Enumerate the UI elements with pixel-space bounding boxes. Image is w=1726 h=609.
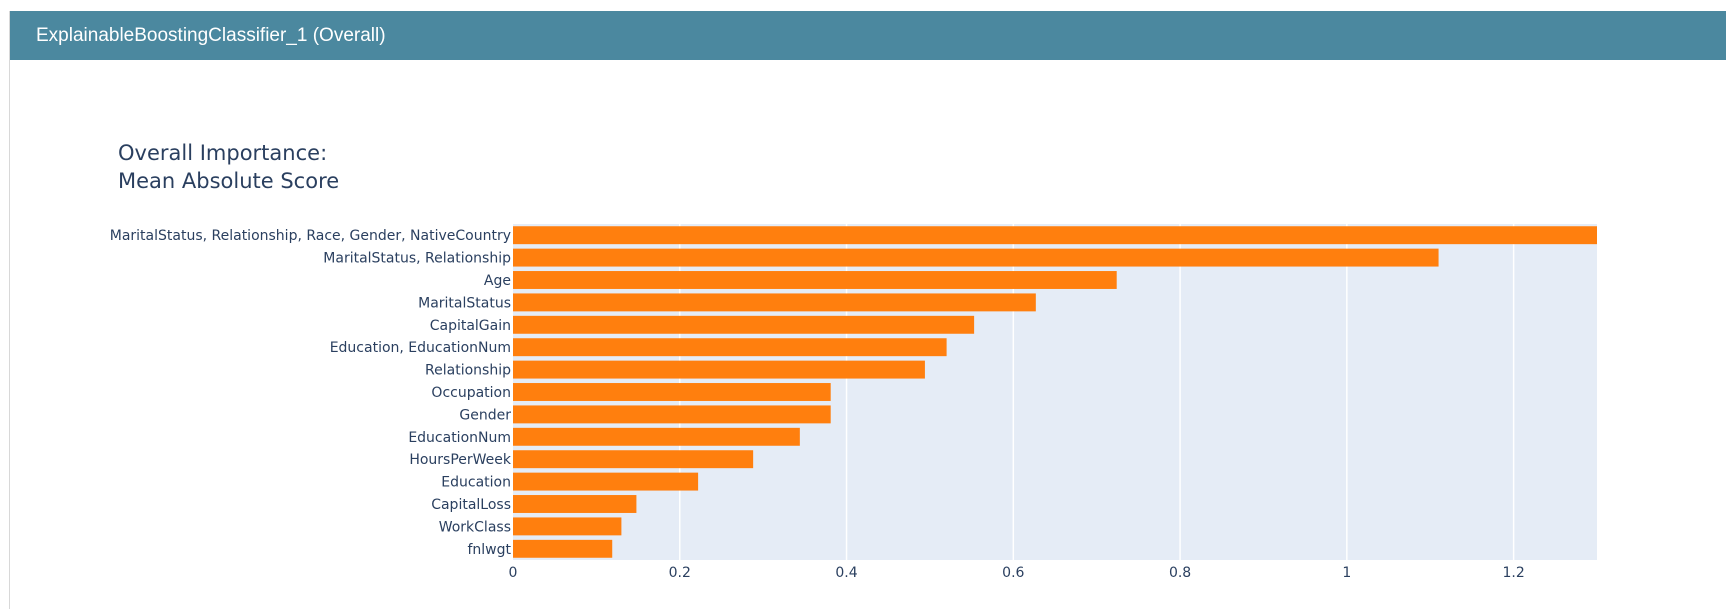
bar[interactable] [513,472,699,491]
x-tick-label: 0.4 [835,565,857,581]
bar[interactable] [513,360,925,379]
x-tick-label: 1.2 [1502,565,1524,581]
bar[interactable] [513,315,975,334]
y-tick-label: Occupation [431,385,511,401]
panel-header: ExplainableBoostingClassifier_1 (Overall… [10,11,1726,60]
chart-panel: ExplainableBoostingClassifier_1 (Overall… [9,11,1726,609]
chart-title-line-2: Mean Absolute Score [118,169,340,193]
bar[interactable] [513,338,947,357]
y-tick-label: HoursPerWeek [409,452,512,468]
x-tick-label: 0 [509,565,518,581]
bar[interactable] [513,271,1117,289]
y-tick-label: fnlwgt [467,542,511,558]
y-tick-label: Education [441,475,511,491]
bar[interactable] [513,248,1439,267]
y-tick-label: Age [484,273,511,289]
bar[interactable] [513,495,637,513]
bar[interactable] [513,405,831,424]
bar[interactable] [513,450,754,469]
y-tick-label: WorkClass [439,519,511,535]
y-tick-label: EducationNum [408,430,511,446]
y-tick-label: MaritalStatus, Relationship, Race, Gende… [110,228,511,244]
x-tick-label: 1 [1342,565,1351,581]
y-tick-label: Education, EducationNum [330,340,511,356]
x-tick-label: 0.2 [669,565,691,581]
bar[interactable] [513,427,800,446]
y-tick-label: MaritalStatus [418,295,511,311]
y-tick-label: CapitalLoss [431,497,511,513]
chart-title-line-1: Overall Importance: [118,141,328,165]
y-tick-label: Gender [459,407,511,423]
bar[interactable] [513,383,831,401]
bar[interactable] [513,539,613,558]
bar[interactable] [513,517,622,536]
y-tick-label: MaritalStatus, Relationship [323,251,511,267]
y-tick-label: CapitalGain [430,318,511,334]
bar[interactable] [513,293,1036,312]
chart-title: Overall Importance: Mean Absolute Score [118,139,339,195]
x-tick-label: 0.8 [1169,565,1191,581]
y-tick-label: Relationship [425,363,511,379]
bar[interactable] [513,226,1597,245]
x-tick-label: 0.6 [1002,565,1024,581]
